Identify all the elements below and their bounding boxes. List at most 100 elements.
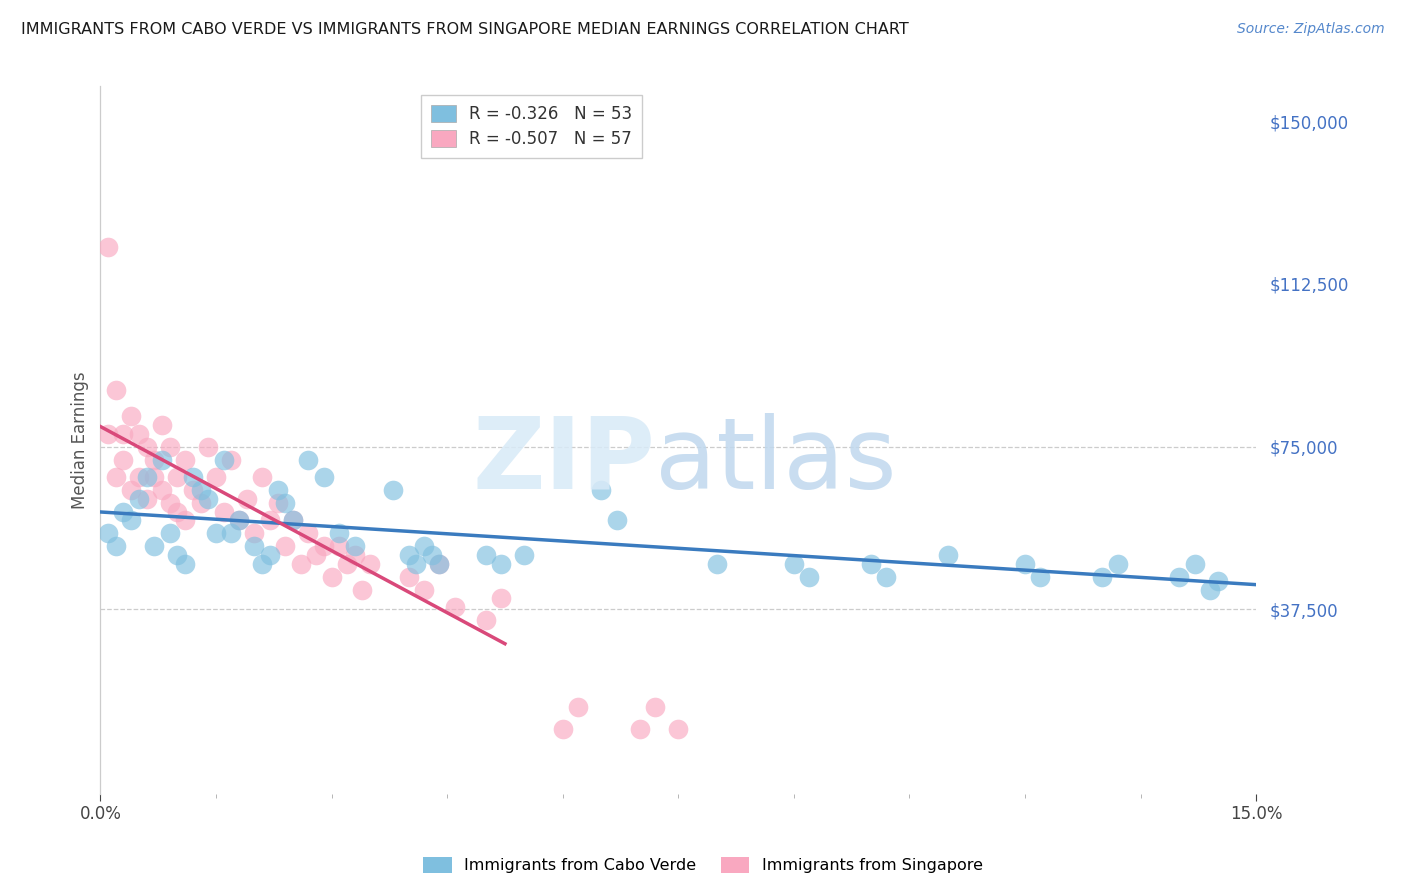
Point — [413, 582, 436, 597]
Point — [236, 491, 259, 506]
Point — [266, 483, 288, 497]
Point — [243, 526, 266, 541]
Point — [181, 483, 204, 497]
Point — [190, 483, 212, 497]
Point — [513, 548, 536, 562]
Point — [112, 505, 135, 519]
Point — [312, 470, 335, 484]
Point — [666, 722, 689, 736]
Point — [644, 699, 666, 714]
Point — [359, 557, 381, 571]
Text: IMMIGRANTS FROM CABO VERDE VS IMMIGRANTS FROM SINGAPORE MEDIAN EARNINGS CORRELAT: IMMIGRANTS FROM CABO VERDE VS IMMIGRANTS… — [21, 22, 908, 37]
Point — [150, 452, 173, 467]
Point — [143, 452, 166, 467]
Point — [343, 548, 366, 562]
Point — [551, 722, 574, 736]
Point — [166, 470, 188, 484]
Point — [97, 240, 120, 254]
Point — [474, 548, 496, 562]
Point — [150, 417, 173, 432]
Point — [312, 539, 335, 553]
Point — [120, 409, 142, 424]
Point — [143, 539, 166, 553]
Point — [297, 452, 319, 467]
Point — [1168, 570, 1191, 584]
Point — [135, 470, 157, 484]
Point — [221, 526, 243, 541]
Point — [336, 557, 359, 571]
Point — [159, 496, 181, 510]
Point — [1091, 570, 1114, 584]
Point — [567, 699, 589, 714]
Point — [398, 548, 420, 562]
Point — [197, 491, 219, 506]
Point — [259, 513, 281, 527]
Y-axis label: Median Earnings: Median Earnings — [72, 371, 89, 508]
Legend: R = -0.326   N = 53, R = -0.507   N = 57: R = -0.326 N = 53, R = -0.507 N = 57 — [420, 95, 643, 158]
Point — [1029, 570, 1052, 584]
Text: atlas: atlas — [655, 413, 897, 509]
Point — [429, 557, 451, 571]
Point — [420, 548, 443, 562]
Point — [1199, 582, 1222, 597]
Point — [321, 570, 343, 584]
Point — [1107, 557, 1129, 571]
Point — [783, 557, 806, 571]
Point — [328, 539, 350, 553]
Point — [274, 539, 297, 553]
Point — [706, 557, 728, 571]
Point — [159, 526, 181, 541]
Point — [413, 539, 436, 553]
Point — [281, 513, 304, 527]
Point — [120, 483, 142, 497]
Point — [443, 600, 465, 615]
Point — [221, 452, 243, 467]
Point — [128, 491, 150, 506]
Point — [297, 526, 319, 541]
Point — [429, 557, 451, 571]
Point — [174, 557, 197, 571]
Point — [228, 513, 250, 527]
Point — [128, 426, 150, 441]
Point — [281, 513, 304, 527]
Point — [112, 426, 135, 441]
Point — [382, 483, 405, 497]
Point — [1014, 557, 1036, 571]
Point — [143, 470, 166, 484]
Point — [205, 526, 228, 541]
Point — [250, 557, 273, 571]
Point — [628, 722, 651, 736]
Point — [343, 539, 366, 553]
Point — [104, 539, 127, 553]
Point — [166, 548, 188, 562]
Point — [859, 557, 882, 571]
Text: Source: ZipAtlas.com: Source: ZipAtlas.com — [1237, 22, 1385, 37]
Point — [135, 440, 157, 454]
Point — [205, 470, 228, 484]
Point — [1206, 574, 1229, 588]
Point — [875, 570, 897, 584]
Legend: Immigrants from Cabo Verde, Immigrants from Singapore: Immigrants from Cabo Verde, Immigrants f… — [416, 850, 990, 880]
Point — [398, 570, 420, 584]
Point — [328, 526, 350, 541]
Point — [174, 513, 197, 527]
Point — [112, 452, 135, 467]
Point — [159, 440, 181, 454]
Point — [799, 570, 821, 584]
Point — [104, 383, 127, 397]
Point — [591, 483, 613, 497]
Point — [97, 426, 120, 441]
Point — [274, 496, 297, 510]
Point — [120, 513, 142, 527]
Point — [228, 513, 250, 527]
Point — [259, 548, 281, 562]
Point — [1184, 557, 1206, 571]
Point — [474, 613, 496, 627]
Point — [181, 470, 204, 484]
Point — [197, 440, 219, 454]
Point — [243, 539, 266, 553]
Point — [290, 557, 312, 571]
Point — [128, 470, 150, 484]
Point — [150, 483, 173, 497]
Point — [97, 526, 120, 541]
